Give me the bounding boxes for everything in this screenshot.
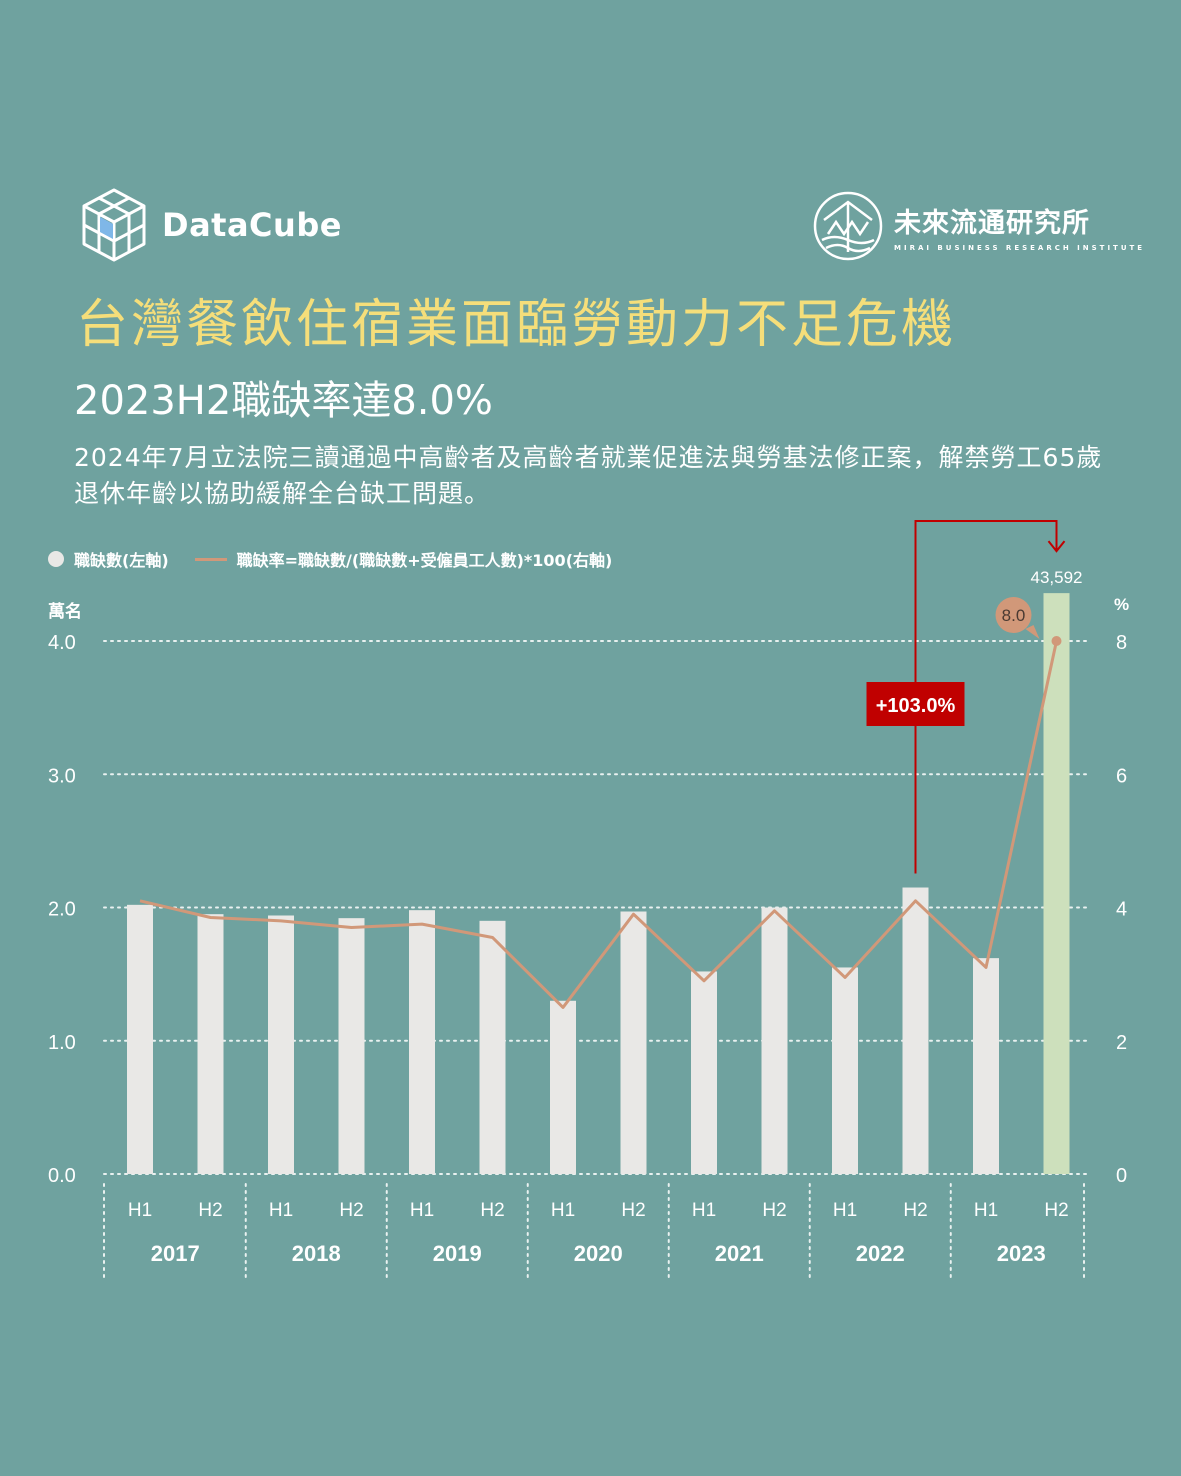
half-tick-label: H2 [762, 1200, 786, 1221]
page-subtitle: 2023H2職缺率達8.0% [74, 378, 493, 424]
legend-line-label: 職缺率=職缺數/(職缺數+受僱員工人數)*100(右軸) [236, 551, 613, 570]
legend-line-swatch [194, 557, 227, 561]
year-tick-label: 2019 [433, 1241, 482, 1266]
mirai-subname: MIRAI BUSINESS RESEARCH INSTITUTE [894, 243, 1146, 252]
growth-badge-label: +103.0% [876, 695, 956, 717]
left-tick-label: 3.0 [48, 765, 76, 787]
half-tick-label: H1 [128, 1200, 152, 1221]
left-tick-label: 0.0 [48, 1165, 76, 1187]
right-tick-label: 4 [1116, 899, 1127, 921]
rate-bubble-label: 8.0 [1002, 606, 1026, 625]
year-tick-label: 2020 [574, 1241, 623, 1266]
bar [691, 971, 717, 1174]
half-tick-label: H2 [1044, 1200, 1068, 1221]
bar [409, 910, 435, 1174]
half-tick-label: H2 [903, 1200, 927, 1221]
year-tick-label: 2022 [856, 1241, 905, 1266]
legend-bar-label: 職缺數(左軸) [74, 551, 169, 570]
half-tick-label: H2 [339, 1200, 363, 1221]
datacube-logo: DataCube [80, 185, 342, 265]
mirai-logo: 未來流通研究所 MIRAI BUSINESS RESEARCH INSTITUT… [812, 190, 1145, 262]
half-tick-label: H2 [621, 1200, 645, 1221]
cube-logo-icon [82, 188, 146, 262]
bar [550, 1000, 576, 1174]
chart-legend: 職缺數(左軸) 職缺率=職缺數/(職缺數+受僱員工人數)*100(右軸) [48, 547, 612, 571]
half-tick-label: H2 [198, 1200, 222, 1221]
rate-bubble [995, 597, 1032, 633]
bar [832, 967, 858, 1174]
bar [268, 915, 294, 1174]
legend-bar-swatch [48, 551, 64, 567]
rate-point-last [1051, 636, 1062, 646]
right-tick-label: 2 [1116, 1032, 1127, 1054]
bubble-tail [1025, 625, 1040, 639]
right-tick-label: 0 [1116, 1165, 1127, 1187]
bar [338, 918, 365, 1174]
growth-badge [866, 682, 965, 726]
right-tick-label: 8 [1116, 632, 1127, 654]
half-tick-label: H1 [833, 1200, 857, 1221]
right-tick-label: 6 [1116, 765, 1127, 787]
year-tick-label: 2021 [715, 1241, 764, 1266]
right-axis-unit: % [1114, 595, 1129, 614]
description: 2024年7月立法院三讀通過中高齡者及高齡者就業促進法與勞基法修正案，解禁勞工6… [74, 443, 1103, 508]
half-tick-label: H1 [974, 1200, 998, 1221]
left-tick-label: 1.0 [48, 1032, 76, 1054]
left-tick-label: 4.0 [48, 632, 76, 654]
half-tick-label: H1 [410, 1200, 434, 1221]
bar [197, 914, 224, 1174]
bar [479, 920, 506, 1174]
page-title: 台灣餐飲住宿業面臨勞動力不足危機 [76, 295, 957, 355]
growth-arrow-head [1047, 540, 1066, 553]
last-bar-label: 43,592 [1031, 568, 1083, 587]
mirai-name: 未來流通研究所 [894, 207, 1090, 239]
bar [902, 887, 929, 1174]
rate-line [139, 640, 1058, 1009]
bar [127, 904, 153, 1174]
half-tick-label: H1 [692, 1200, 716, 1221]
year-tick-label: 2023 [997, 1241, 1046, 1266]
year-tick-label: 2017 [151, 1241, 200, 1266]
datacube-name: DataCube [162, 206, 342, 244]
bar [1043, 593, 1070, 1174]
bar [620, 911, 647, 1174]
year-tick-label: 2018 [292, 1241, 341, 1266]
bar [973, 958, 999, 1174]
left-tick-label: 2.0 [48, 899, 76, 921]
left-axis-unit: 萬名 [48, 601, 82, 621]
mirai-logo-icon [813, 191, 883, 261]
bar [761, 907, 788, 1174]
half-tick-label: H1 [551, 1200, 575, 1221]
half-tick-label: H2 [480, 1200, 504, 1221]
half-tick-label: H1 [269, 1200, 293, 1221]
